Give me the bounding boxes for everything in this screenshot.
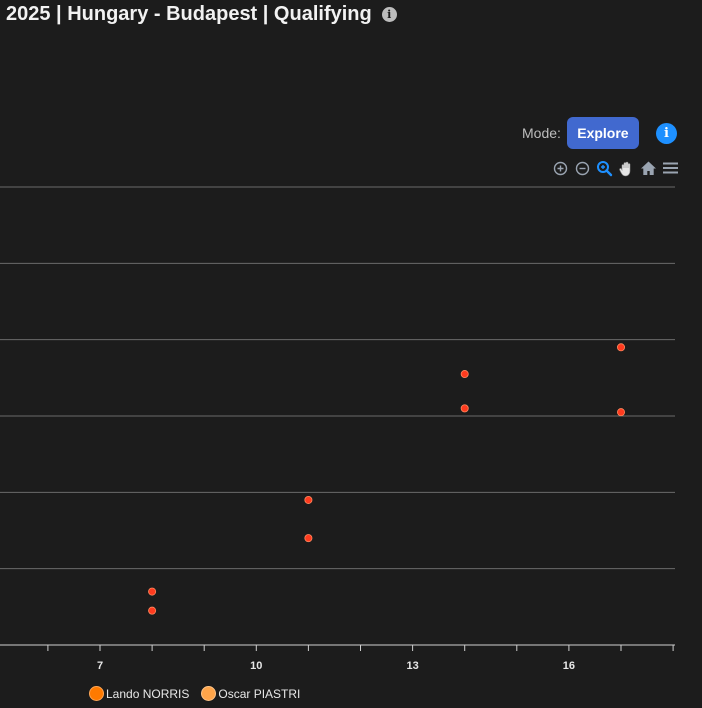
selection-zoom-icon[interactable] (595, 159, 613, 177)
explore-mode-button[interactable]: Explore (566, 117, 639, 149)
home-icon[interactable] (639, 159, 657, 177)
chart-toolbar (551, 159, 679, 177)
data-point-piastri (148, 606, 157, 615)
data-point-norris (148, 587, 157, 596)
legend-label-piastri: Oscar PIASTRI (218, 686, 301, 701)
legend-item-norris[interactable]: Lando NORRIS (89, 686, 189, 701)
zoom-in-icon[interactable] (551, 159, 569, 177)
data-point-norris (460, 404, 469, 413)
data-point-norris (304, 534, 313, 543)
menu-icon[interactable] (661, 159, 679, 177)
info-icon[interactable]: i (381, 6, 397, 22)
x-tick-label: 13 (406, 660, 418, 672)
data-point-piastri (617, 408, 626, 417)
legend-label-norris: Lando NORRIS (106, 686, 190, 701)
data-point-norris (617, 343, 626, 352)
legend-item-piastri[interactable]: Oscar PIASTRI (201, 686, 300, 701)
chart-legend: Lando NORRIS Oscar PIASTRI (89, 686, 300, 701)
legend-marker-piastri (201, 686, 217, 701)
zoom-out-icon[interactable] (573, 159, 591, 177)
mode-switcher: Mode: Explore i (522, 117, 677, 149)
x-tick-label: 7 (97, 660, 103, 672)
data-point-piastri (460, 370, 469, 379)
x-tick-label: 16 (563, 660, 575, 672)
mode-info-icon[interactable]: i (655, 122, 677, 144)
title-bar: 2025 | Hungary - Budapest | Qualifying i (6, 1, 397, 27)
legend-marker-norris (89, 686, 104, 701)
pan-hand-icon[interactable] (617, 159, 635, 177)
mode-label: Mode: (522, 125, 561, 141)
x-tick-label: 10 (250, 660, 262, 672)
page-title: 2025 | Hungary - Budapest | Qualifying (6, 2, 372, 25)
data-point-piastri (304, 495, 313, 504)
